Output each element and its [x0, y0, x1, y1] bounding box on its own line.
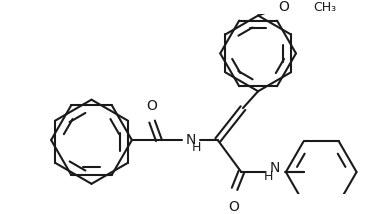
Text: O: O	[146, 99, 157, 113]
Text: CH₃: CH₃	[313, 1, 336, 14]
Text: N: N	[270, 161, 280, 175]
Text: O: O	[278, 0, 289, 14]
Text: N: N	[186, 133, 196, 147]
Text: H: H	[192, 141, 201, 154]
Text: O: O	[228, 200, 239, 214]
Text: H: H	[264, 170, 273, 183]
